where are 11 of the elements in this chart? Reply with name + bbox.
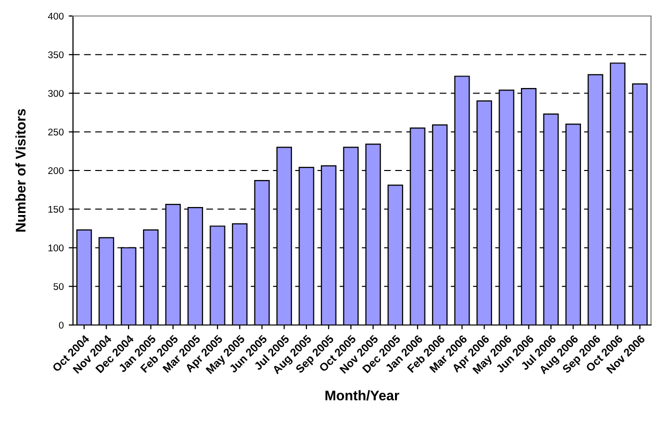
y-tick-label: 50 [54,283,64,290]
y-tick-label: 400 [48,12,64,20]
y-tick-label: 200 [48,167,64,174]
y-tick-label: 350 [48,51,64,58]
y-tick-label: 150 [48,206,64,213]
x-axis-title: Month/Year [326,390,400,401]
y-tick-label: 250 [48,128,64,136]
y-tick-label: 300 [48,90,64,97]
y-tick-label: 0 [58,322,64,329]
y-axis-title: Number of Visitors [15,109,26,232]
y-tick-label: 100 [48,244,64,252]
